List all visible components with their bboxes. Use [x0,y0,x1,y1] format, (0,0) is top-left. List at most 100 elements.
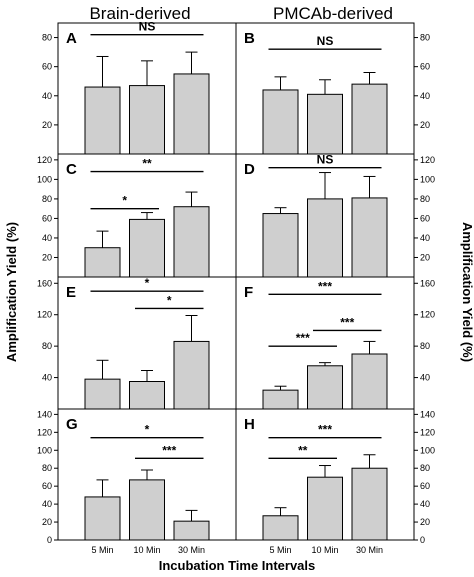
bar [262,515,299,541]
y-tick-label: 60 [420,62,430,72]
panel-letter: F [244,284,253,301]
bar [173,520,210,541]
bar [351,353,388,410]
y-tick-label: 20 [42,252,52,262]
panel-letter: D [244,161,255,178]
y-tick-label: 20 [42,517,52,527]
bar [307,365,343,410]
y-tick-label: 20 [420,252,430,262]
y-tick-label: 100 [420,174,435,184]
significance-label: ** [298,443,308,457]
y-tick-label: 80 [42,341,52,351]
y-tick-label: 120 [420,310,435,320]
y-tick-label: 40 [420,91,430,101]
y-tick-label: 40 [420,373,430,383]
bar [351,83,388,155]
panel-letter: E [66,284,76,301]
y-tick-label: 0 [420,535,425,545]
bar [262,389,299,410]
bar [84,378,121,410]
y-tick-label: 160 [420,278,435,288]
y-tick-label: 40 [42,499,52,509]
bar [262,213,299,278]
y-tick-label: 120 [420,155,435,165]
significance-label: *** [340,315,354,329]
y-tick-label: 80 [42,194,52,204]
y-tick-label: 40 [420,233,430,243]
panels-group: A20406080NSB20406080NSC20406080100120***… [37,20,435,555]
bar [307,93,343,155]
bar [129,381,165,410]
x-category-label: 10 Min [133,545,160,555]
significance-label: ** [142,157,152,171]
panel-f: F 40 80 120 160 *** *** *** [235,276,435,410]
significance-label: * [167,293,172,307]
x-category-label: 10 Min [311,545,338,555]
y-tick-label: 60 [42,213,52,223]
bar [173,206,210,278]
y-tick-label: 120 [37,310,52,320]
y-tick-label: 140 [37,409,52,419]
panel-b: B 20 40 60 80 NS [235,22,430,155]
significance-label: *** [296,331,310,345]
y-tick-label: 20 [42,120,52,130]
y-tick-label: 60 [420,481,430,491]
y-tick-label: 80 [420,341,430,351]
significance-label: * [145,276,150,290]
panel-d: D 20 40 60 80 100 120 NS [235,153,435,278]
panel-letter: C [66,161,77,178]
significance-label: NS [139,20,156,34]
y-tick-label: 40 [420,499,430,509]
bar [84,247,121,278]
y-tick-label: 40 [42,91,52,101]
y-tick-label: 140 [420,409,435,419]
y-tick-label: 60 [420,213,430,223]
y-tick-label: 100 [37,445,52,455]
y-tick-label: 60 [42,62,52,72]
bar [351,467,388,541]
x-category-label: 5 Min [269,545,291,555]
significance-label: NS [317,34,334,48]
bar [129,218,165,278]
bar [307,198,343,278]
y-tick-label: 120 [37,155,52,165]
y-tick-label: 20 [420,517,430,527]
y-tick-label: 40 [42,373,52,383]
y-tick-label: 80 [420,33,430,43]
panel-letter: G [66,416,78,433]
significance-label: *** [318,423,332,437]
y-tick-label: 160 [37,278,52,288]
x-category-label: 30 Min [356,545,383,555]
bar [129,85,165,155]
bar [84,86,121,155]
significance-label: NS [317,153,334,167]
bar [262,89,299,155]
bar [307,476,343,541]
significance-label: * [122,194,127,208]
bar [173,73,210,155]
y-tick-label: 100 [37,174,52,184]
x-axis-title: Incubation Time Intervals [159,558,316,573]
y-tick-label: 120 [420,427,435,437]
y-tick-label: 120 [37,427,52,437]
significance-label: *** [162,443,176,457]
y-tick-label: 40 [42,233,52,243]
y-axis-title-right: Amplification Yield (%) [460,222,474,362]
significance-label: * [145,423,150,437]
x-category-label: 30 Min [178,545,205,555]
significance-label: *** [318,279,332,293]
panel-letter: B [244,30,255,47]
bar [351,197,388,278]
column-title-brain: Brain-derived [89,4,190,23]
y-tick-label: 0 [47,535,52,545]
panel-letter: H [244,416,255,433]
y-tick-label: 80 [42,33,52,43]
y-axis-title-left: Amplification Yield (%) [4,222,19,362]
y-tick-label: 80 [420,194,430,204]
y-tick-label: 100 [420,445,435,455]
bar [129,479,165,541]
column-title-pmcab: PMCAb-derived [273,4,393,23]
